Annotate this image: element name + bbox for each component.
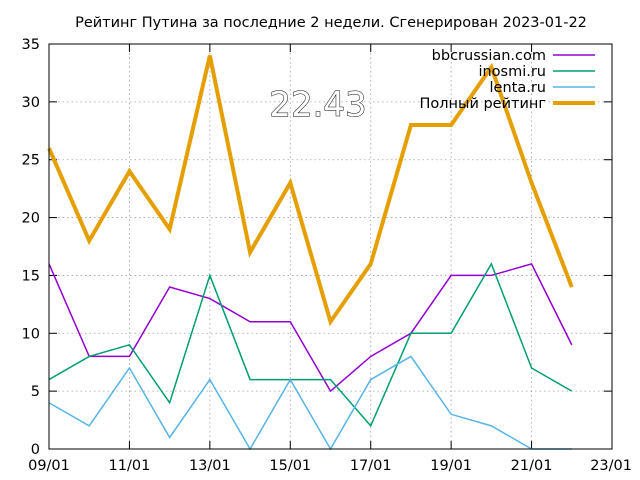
- x-tick-label: 11/01: [109, 458, 151, 474]
- y-tick-label: 25: [22, 153, 40, 169]
- series-lines: [47, 55, 574, 451]
- current-rating-value: 22.43: [269, 85, 366, 125]
- x-tick-label: 21/01: [511, 458, 553, 474]
- x-tick-label: 23/01: [590, 458, 632, 474]
- x-tick-label: 19/01: [430, 458, 472, 474]
- series-line-3: [47, 55, 574, 327]
- x-axis: 09/01 11/01 13/01 15/01 17/01 19/01 21/01 23/01: [28, 44, 632, 474]
- legend-label: lenta.ru: [490, 80, 546, 96]
- y-tick-label: 15: [22, 268, 40, 284]
- series-line-1: [48, 262, 573, 428]
- y-tick-label: 35: [22, 37, 40, 53]
- y-tick-label: 5: [31, 384, 40, 400]
- y-axis: 0 5 10 15 20 25 30 35: [22, 37, 612, 458]
- x-tick-label: 13/01: [189, 458, 231, 474]
- x-tick-label: 15/01: [269, 458, 311, 474]
- plot-border: [48, 43, 613, 450]
- legend-label: bbcrussian.com: [432, 48, 546, 64]
- legend-label: Полный рейтинг: [419, 96, 546, 112]
- y-tick-label: 10: [22, 326, 40, 342]
- legend-label: inosmi.ru: [478, 64, 546, 80]
- y-tick-label: 0: [31, 442, 40, 458]
- series-line-2: [48, 355, 572, 451]
- y-tick-label: 20: [22, 211, 40, 227]
- y-tick-label: 30: [22, 95, 40, 111]
- chart-title: Рейтинг Путина за последние 2 недели. Сг…: [75, 15, 587, 31]
- x-tick-label: 09/01: [28, 458, 70, 474]
- x-tick-label: 17/01: [350, 458, 392, 474]
